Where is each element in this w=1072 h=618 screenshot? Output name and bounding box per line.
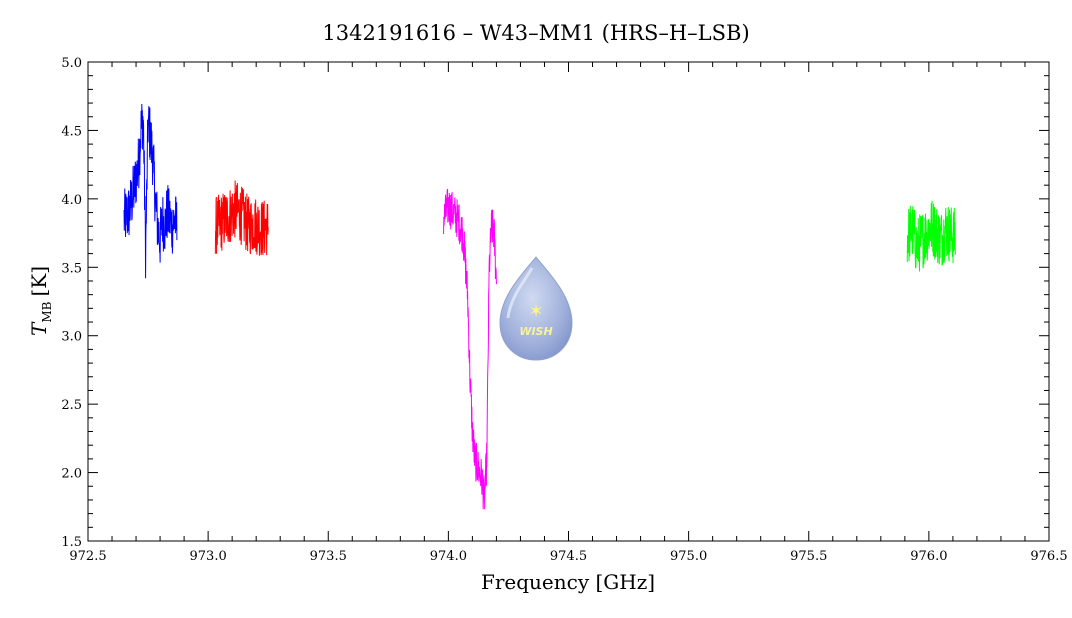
svg-text:TMB[K]: TMB [K] — [27, 266, 54, 336]
y-tick-label: 3.5 — [61, 261, 82, 276]
x-tick-label: 975.0 — [670, 549, 707, 564]
x-tick-label: 974.5 — [550, 549, 587, 564]
series-group — [123, 103, 956, 510]
spectrum-series-2 — [214, 180, 269, 256]
spectrum-series-4 — [906, 200, 956, 272]
x-tick-label: 976.5 — [1030, 549, 1067, 564]
watermark-label: WISH — [519, 325, 552, 338]
chart-title: 1342191616 – W43–MM1 (HRS–H–LSB) — [322, 21, 749, 45]
star-icon: ✶ — [528, 301, 543, 322]
y-tick-label: 3.0 — [61, 330, 82, 345]
x-tick-label: 975.5 — [790, 549, 827, 564]
x-tick-label: 972.5 — [69, 549, 106, 564]
y-tick-label: 4.0 — [61, 193, 82, 208]
water-drop-icon — [499, 256, 573, 361]
y-tick-label: 2.0 — [61, 467, 82, 482]
spectrum-series-1 — [123, 103, 178, 279]
spectrum-series-3 — [443, 188, 497, 510]
y-tick-label: 5.0 — [61, 56, 82, 71]
axis-ticks — [87, 61, 1050, 542]
y-axis-label-unit: [K] — [27, 266, 51, 297]
y-tick-label: 1.5 — [61, 535, 82, 550]
plot-frame — [87, 61, 1050, 542]
x-tick-label: 974.0 — [430, 549, 467, 564]
y-axis-label-sub: MB — [40, 301, 54, 322]
y-tick-label: 2.5 — [61, 398, 82, 413]
x-tick-label: 973.5 — [310, 549, 347, 564]
wish-watermark: ✶ WISH — [499, 256, 573, 361]
x-tick-labels: 972.5 973.0 973.5 974.0 974.5 975.0 975.5 976.0… — [69, 549, 1067, 564]
x-tick-label: 976.0 — [910, 549, 947, 564]
y-tick-labels: 1.5 2.0 2.5 3.0 3.5 4.0 4.5 5.0 — [61, 56, 82, 550]
y-axis-label-main: T — [27, 321, 51, 336]
x-tick-label: 973.0 — [190, 549, 227, 564]
y-axis-label: TMB [K] — [27, 266, 54, 336]
x-axis-label: Frequency [GHz] — [481, 570, 655, 594]
y-tick-label: 4.5 — [61, 124, 82, 139]
